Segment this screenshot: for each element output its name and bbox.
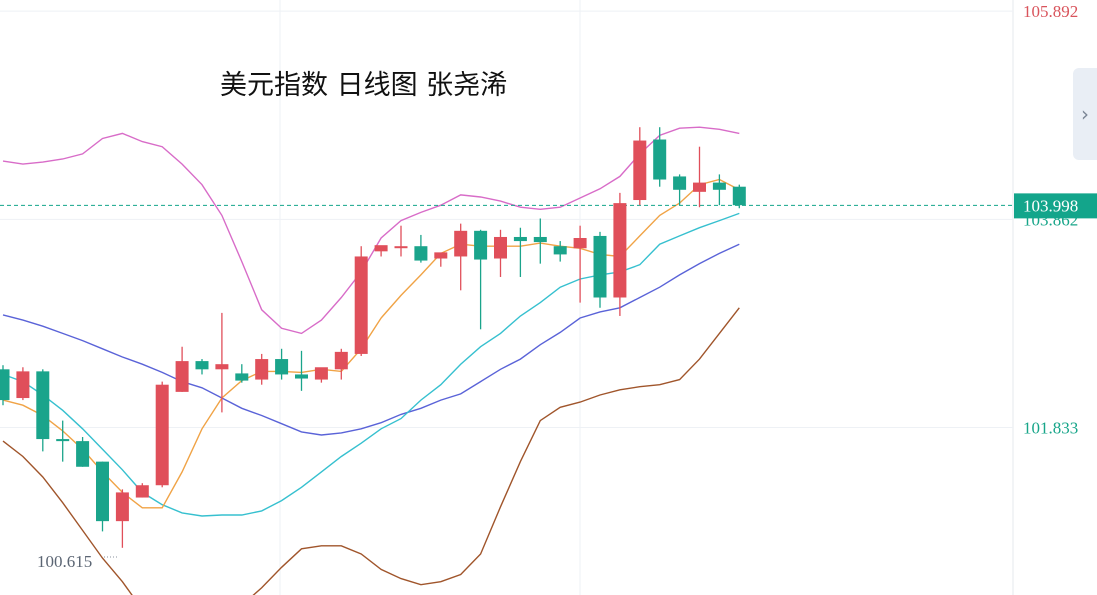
ma10-line: [2, 212, 740, 517]
candle-body: [76, 441, 90, 467]
ma5-line: [2, 178, 740, 509]
price-axis-label: 105.892: [1023, 2, 1078, 21]
low-price-marker: 100.615: [37, 552, 92, 571]
candle-body: [155, 384, 169, 486]
candle-body: [693, 182, 706, 192]
candle-body: [673, 176, 687, 190]
candle-body: [553, 246, 567, 255]
candle-body: [295, 374, 308, 379]
candle-body: [16, 371, 30, 399]
candle-body: [115, 492, 129, 522]
candles: [0, 127, 746, 548]
candle-body: [513, 236, 527, 242]
candle-body: [533, 236, 547, 243]
candle-body: [374, 245, 388, 252]
chevron-right-icon: ›: [1081, 102, 1089, 126]
candle-body: [354, 256, 368, 354]
chart-title: 美元指数 日线图 张尧浠: [220, 70, 507, 101]
candle-body: [334, 351, 348, 370]
candle-body: [0, 369, 10, 401]
candle-body: [633, 140, 647, 201]
candle-body: [613, 203, 627, 298]
candle-body: [135, 485, 149, 498]
boll-upper-line: [2, 126, 740, 335]
candle-body: [474, 230, 488, 260]
candle-body: [414, 246, 428, 261]
candle-body: [235, 373, 249, 381]
candle-body: [175, 361, 189, 392]
candle-body: [593, 235, 607, 298]
ma20-line: [2, 243, 740, 436]
candle-body: [494, 236, 507, 259]
candle-body: [732, 186, 746, 206]
current-price-label: 103.998: [1023, 196, 1078, 215]
candle-body: [275, 359, 289, 375]
boll-lower-line: [2, 307, 740, 595]
candle-body: [56, 439, 70, 442]
grid: [0, 0, 1014, 595]
candle-body: [36, 371, 50, 440]
candle-body: [712, 182, 726, 190]
current-price-badge: [1014, 193, 1097, 219]
candle-body: [96, 461, 109, 522]
candle-body: [653, 139, 667, 180]
price-axis-label: 101.833: [1023, 418, 1078, 437]
indicator-lines: [0, 126, 1013, 595]
candle-body: [454, 230, 468, 257]
candle-body: [215, 364, 229, 370]
candle-body: [434, 252, 448, 259]
candle-body: [255, 359, 269, 380]
candle-body: [195, 361, 209, 370]
candle-body: [573, 238, 587, 249]
candle-body: [394, 246, 408, 249]
candle-body: [314, 367, 328, 380]
collapse-panel-button[interactable]: ›: [1073, 68, 1097, 160]
